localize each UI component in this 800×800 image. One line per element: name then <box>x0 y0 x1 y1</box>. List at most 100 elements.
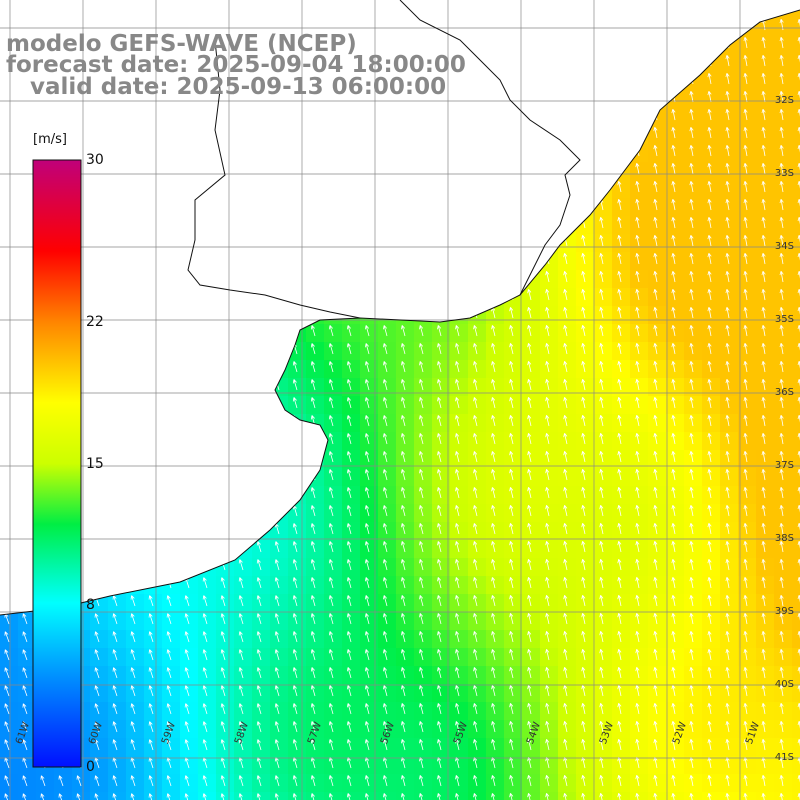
speed-cell <box>756 306 774 324</box>
speed-cell <box>126 324 144 342</box>
wind-arrow <box>473 595 478 607</box>
speed-cell <box>270 306 288 324</box>
speed-cell <box>756 720 774 738</box>
wind-arrow <box>112 415 118 427</box>
wind-arrow <box>617 73 622 85</box>
wind-arrow <box>274 739 280 751</box>
speed-cell <box>504 450 522 468</box>
speed-cell <box>396 180 414 198</box>
wind-arrow <box>743 792 748 800</box>
wind-arrow <box>112 343 118 355</box>
speed-cell <box>468 486 486 504</box>
wind-arrow <box>401 721 406 733</box>
wind-arrow <box>148 631 154 643</box>
speed-cell <box>504 10 522 18</box>
wind-arrow <box>4 523 10 535</box>
wind-arrow <box>599 109 604 121</box>
wind-arrow <box>238 217 244 229</box>
speed-cell <box>378 10 396 18</box>
wind-arrow <box>473 343 478 355</box>
wind-arrow <box>94 217 100 229</box>
wind-arrow <box>509 487 514 499</box>
wind-arrow <box>437 667 442 679</box>
wind-arrow <box>274 595 280 607</box>
wind-arrow <box>563 433 568 445</box>
speed-cell <box>162 486 180 504</box>
wind-arrow <box>725 288 730 301</box>
speed-cell <box>180 396 198 414</box>
wind-arrow <box>473 559 478 571</box>
speed-cell <box>378 432 396 450</box>
speed-cell <box>738 396 756 414</box>
speed-cell <box>756 162 774 180</box>
wind-arrow <box>491 19 496 31</box>
speed-cell <box>144 504 162 522</box>
speed-cell <box>162 756 180 774</box>
wind-arrow <box>419 397 424 409</box>
wind-arrow <box>707 414 712 427</box>
speed-cell <box>792 576 800 594</box>
speed-cell <box>576 558 594 576</box>
wind-arrow <box>274 415 280 427</box>
wind-arrow <box>383 685 388 697</box>
wind-arrow <box>707 558 712 571</box>
speed-cell <box>198 540 216 558</box>
speed-cell <box>324 270 342 288</box>
wind-arrow <box>328 667 334 679</box>
speed-cell <box>684 288 702 306</box>
wind-arrow <box>563 595 568 607</box>
speed-cell <box>630 72 648 90</box>
wind-arrow <box>202 541 208 553</box>
wind-arrow <box>419 109 424 121</box>
speed-cell <box>774 18 792 36</box>
speed-cell <box>684 378 702 396</box>
speed-cell <box>450 198 468 216</box>
wind-arrow <box>148 145 154 157</box>
wind-arrow <box>202 703 208 715</box>
speed-cell <box>18 108 36 126</box>
speed-cell <box>504 306 522 324</box>
wind-arrow <box>166 487 172 499</box>
wind-arrow <box>707 720 712 733</box>
wind-arrow <box>797 702 800 715</box>
speed-cell <box>720 558 738 576</box>
speed-cell <box>774 468 792 486</box>
speed-cell <box>450 396 468 414</box>
speed-cell <box>360 774 378 792</box>
wind-arrow <box>581 127 586 139</box>
speed-cell <box>234 360 252 378</box>
speed-cell <box>630 774 648 792</box>
wind-arrow <box>437 469 442 481</box>
wind-arrow <box>653 54 658 67</box>
wind-arrow <box>617 685 622 697</box>
speed-cell <box>702 342 720 360</box>
speed-cell <box>90 558 108 576</box>
speed-cell <box>792 774 800 792</box>
speed-cell <box>378 684 396 702</box>
speed-cell <box>18 666 36 684</box>
wind-arrow <box>761 396 766 409</box>
speed-cell <box>342 504 360 522</box>
wind-arrow <box>689 738 694 751</box>
wind-arrow <box>401 199 406 211</box>
speed-cell <box>756 630 774 648</box>
speed-cell <box>738 162 756 180</box>
wind-arrow <box>274 127 280 139</box>
speed-cell <box>180 306 198 324</box>
wind-arrow <box>310 631 316 643</box>
speed-cell <box>630 468 648 486</box>
wind-arrow <box>545 145 550 157</box>
speed-cell <box>702 414 720 432</box>
wind-arrow <box>455 613 460 625</box>
wind-arrow <box>292 721 298 733</box>
wind-arrow <box>112 19 118 31</box>
wind-arrow <box>653 720 658 733</box>
wind-arrow <box>4 361 10 373</box>
wind-arrow <box>545 109 550 121</box>
speed-cell <box>414 252 432 270</box>
speed-cell <box>0 396 18 414</box>
wind-arrow <box>527 739 532 751</box>
wind-arrow <box>112 793 118 800</box>
speed-cell <box>324 504 342 522</box>
